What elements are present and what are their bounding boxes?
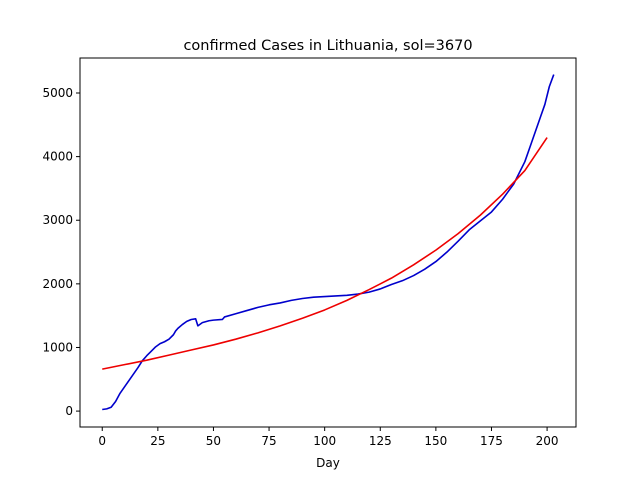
chart-title: confirmed Cases in Lithuania, sol=3670 [183, 38, 472, 54]
x-tick-label: 0 [98, 434, 106, 448]
y-tick-label: 5000 [42, 86, 73, 100]
x-tick-label: 125 [369, 434, 392, 448]
y-tick-label: 1000 [42, 340, 73, 354]
y-tick-label: 0 [65, 404, 73, 418]
x-tick-label: 50 [206, 434, 221, 448]
plot-frame [79, 57, 577, 428]
x-tick-label: 75 [261, 434, 276, 448]
y-tick-label: 4000 [42, 150, 73, 164]
y-tick-label: 2000 [42, 277, 73, 291]
x-tick-label: 150 [424, 434, 447, 448]
series-line-1 [102, 74, 555, 411]
series-line-2 [102, 137, 548, 370]
x-tick-label: 100 [313, 434, 336, 448]
x-axis-ticks: 0 25 50 75 100 125 150 175 200 [98, 427, 559, 448]
x-tick-label: 25 [150, 434, 165, 448]
x-axis-label: Day [316, 456, 340, 470]
x-tick-label: 175 [480, 434, 503, 448]
y-tick-label: 3000 [42, 213, 73, 227]
y-axis-ticks: 0 1000 2000 3000 4000 5000 [42, 86, 80, 418]
series-layer [102, 74, 555, 411]
x-tick-label: 200 [536, 434, 559, 448]
